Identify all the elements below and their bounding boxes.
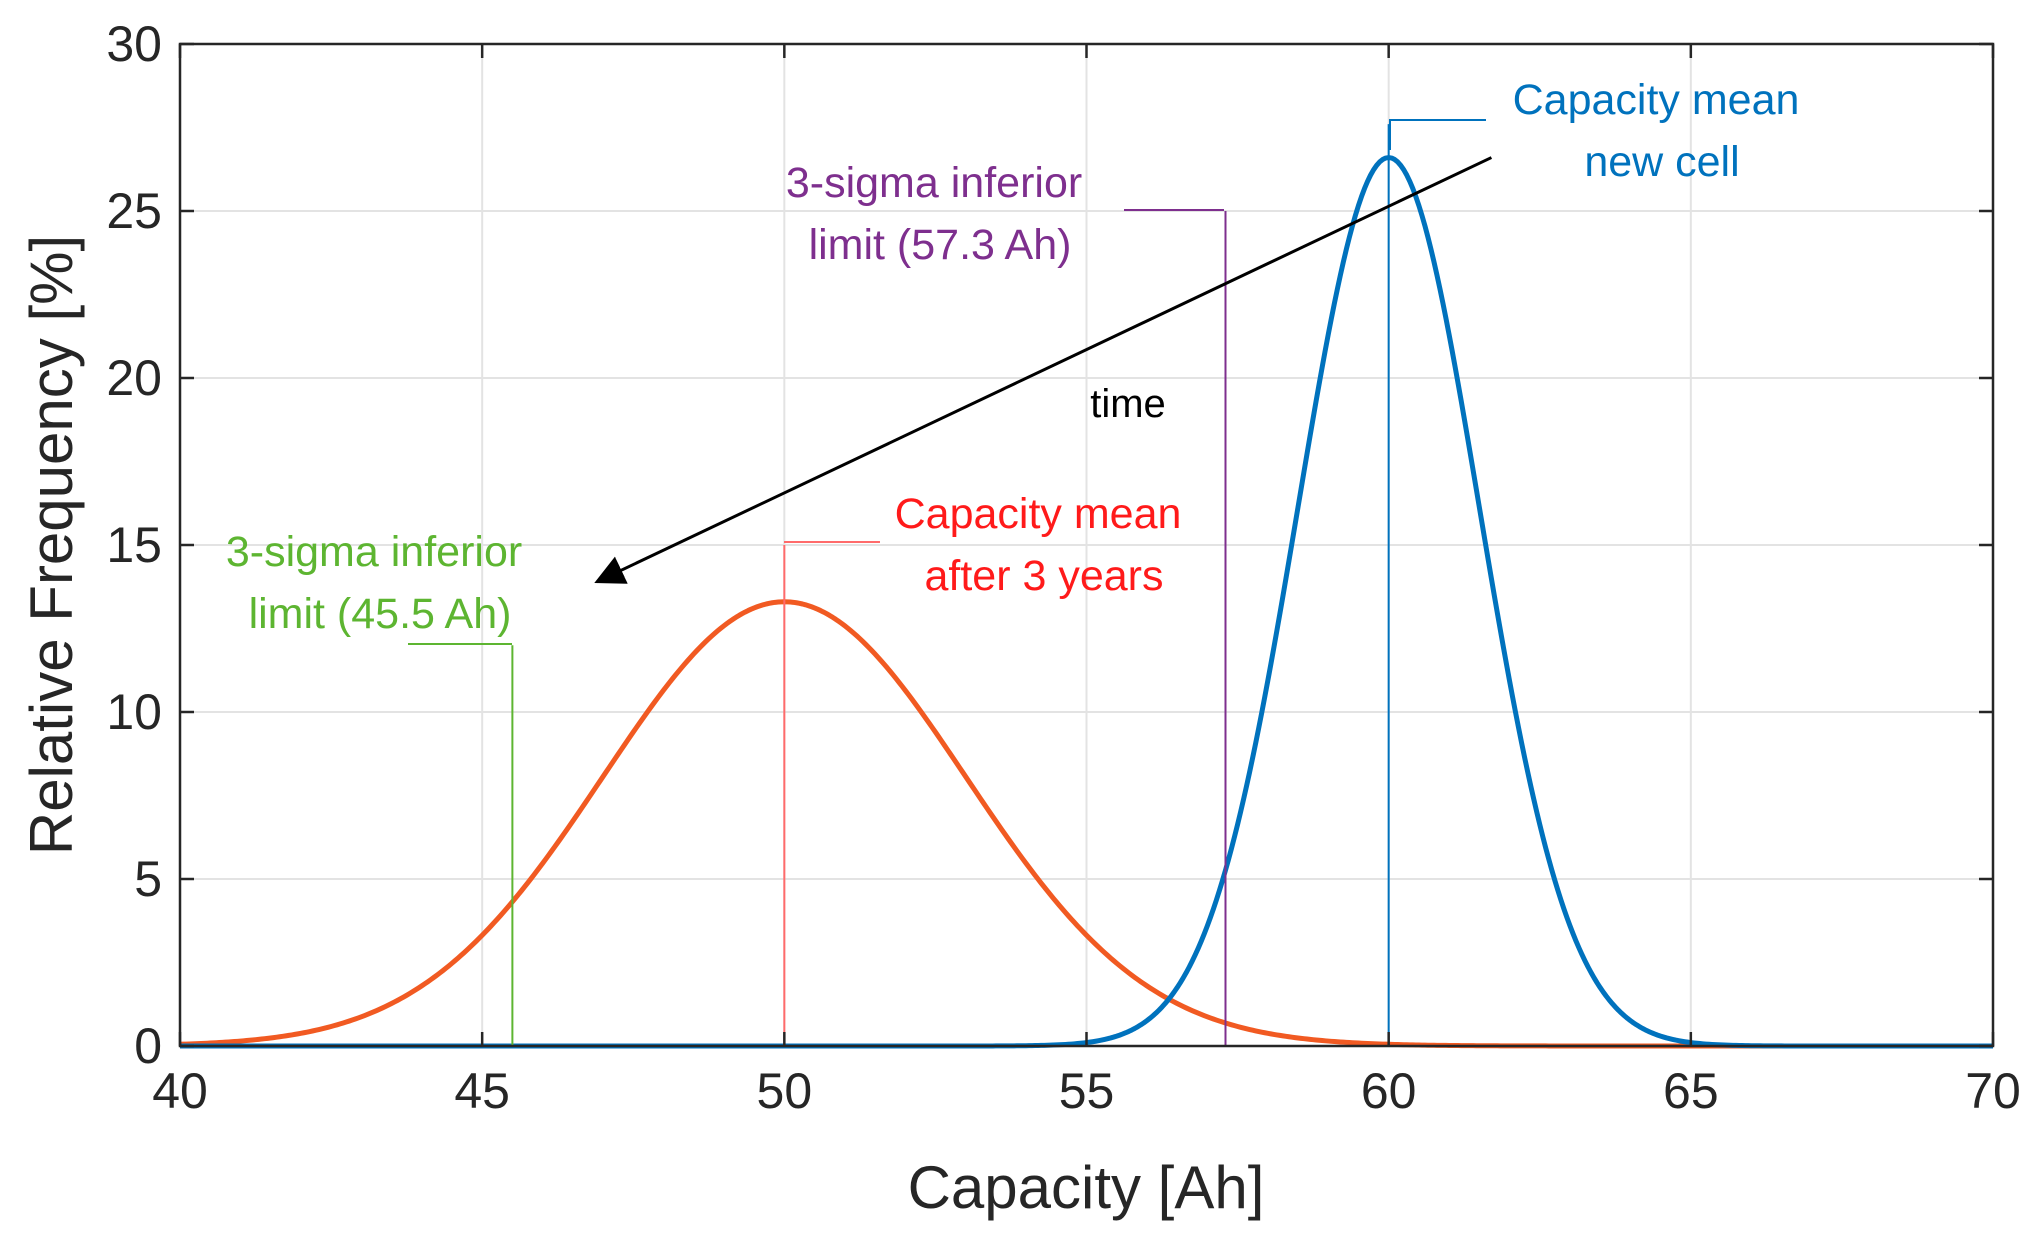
annotation-aged-limit-line1: 3-sigma inferior (226, 528, 522, 576)
leader-new-cell-mean (1389, 119, 1486, 150)
x-tick-label: 50 (757, 1063, 813, 1119)
time-arrow (594, 156, 1493, 584)
y-tick-label: 5 (134, 851, 162, 907)
annotation-aged-mean-line2: after 3 years (925, 552, 1164, 600)
annotation-aged-limit: 3-sigma inferior limit (45.5 Ah) (226, 528, 534, 638)
annotation-new-cell-limit: 3-sigma inferior limit (57.3 Ah) (786, 159, 1094, 269)
grid (180, 44, 1993, 1046)
y-axis-label: Relative Frequency [%] (18, 235, 85, 855)
annotation-new-cell-mean-line2: new cell (1584, 138, 1739, 186)
y-tick-label: 25 (106, 183, 162, 239)
y-tick-label: 20 (106, 350, 162, 406)
vertical-markers (511, 124, 1390, 1046)
annotation-time: time (1090, 382, 1166, 426)
x-tick-label: 45 (454, 1063, 510, 1119)
annotation-new-cell-mean: Capacity mean new cell (1513, 76, 1812, 186)
x-tick-label: 65 (1663, 1063, 1719, 1119)
y-tick-label: 30 (106, 16, 162, 72)
ticks: 40 45 50 55 60 65 70 0 5 10 15 20 25 30 (106, 16, 2020, 1119)
x-axis-label: Capacity [Ah] (908, 1154, 1265, 1221)
x-tick-label: 55 (1059, 1063, 1115, 1119)
annotation-new-cell-limit-line2: limit (57.3 Ah) (809, 221, 1072, 269)
x-tick-label: 60 (1361, 1063, 1417, 1119)
annotation-aged-mean-line1: Capacity mean (895, 490, 1182, 538)
x-tick-label: 70 (1965, 1063, 2021, 1119)
annotation-aged-mean: Capacity mean after 3 years (895, 490, 1194, 600)
x-tick-label: 40 (152, 1063, 208, 1119)
y-tick-label: 10 (106, 684, 162, 740)
annotation-aged-limit-line2: limit (45.5 Ah) (249, 590, 512, 638)
y-tick-label: 15 (106, 517, 162, 573)
y-tick-label: 0 (134, 1018, 162, 1074)
annotation-new-cell-limit-line1: 3-sigma inferior (786, 159, 1082, 207)
annotation-new-cell-mean-line1: Capacity mean (1513, 76, 1800, 124)
